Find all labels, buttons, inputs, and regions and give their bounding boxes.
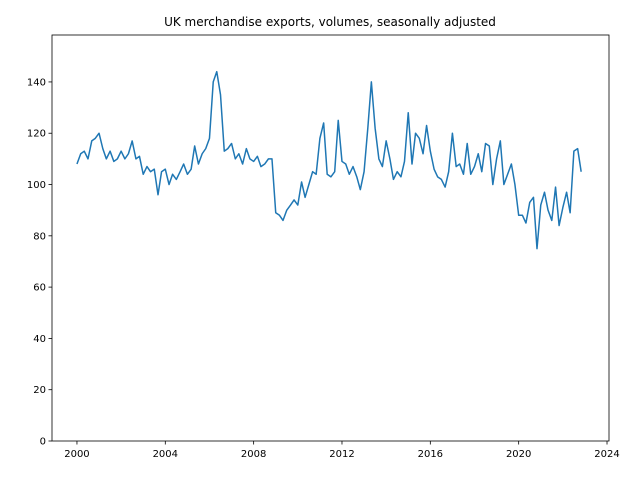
y-tick-label: 60 [33, 283, 46, 294]
x-tick-label: 2004 [153, 449, 178, 460]
x-tick-label: 2016 [418, 449, 443, 460]
x-tick-label: 2024 [594, 449, 619, 460]
data-line [76, 70, 582, 250]
x-tick-label: 2012 [329, 449, 354, 460]
x-tick-label: 2008 [241, 449, 266, 460]
y-tick-label: 100 [27, 180, 46, 191]
x-tick-label: 2020 [506, 449, 531, 460]
y-tick-label: 140 [27, 77, 46, 88]
axes-frame [51, 34, 610, 442]
y-tick-label: 40 [33, 334, 46, 345]
y-tick-label: 20 [33, 385, 46, 396]
x-tick-label: 2000 [64, 449, 89, 460]
y-tick-label: 80 [33, 231, 46, 242]
y-tick-label: 120 [27, 129, 46, 140]
chart-title: UK merchandise exports, volumes, seasona… [164, 15, 496, 29]
y-tick-label: 0 [40, 437, 46, 448]
